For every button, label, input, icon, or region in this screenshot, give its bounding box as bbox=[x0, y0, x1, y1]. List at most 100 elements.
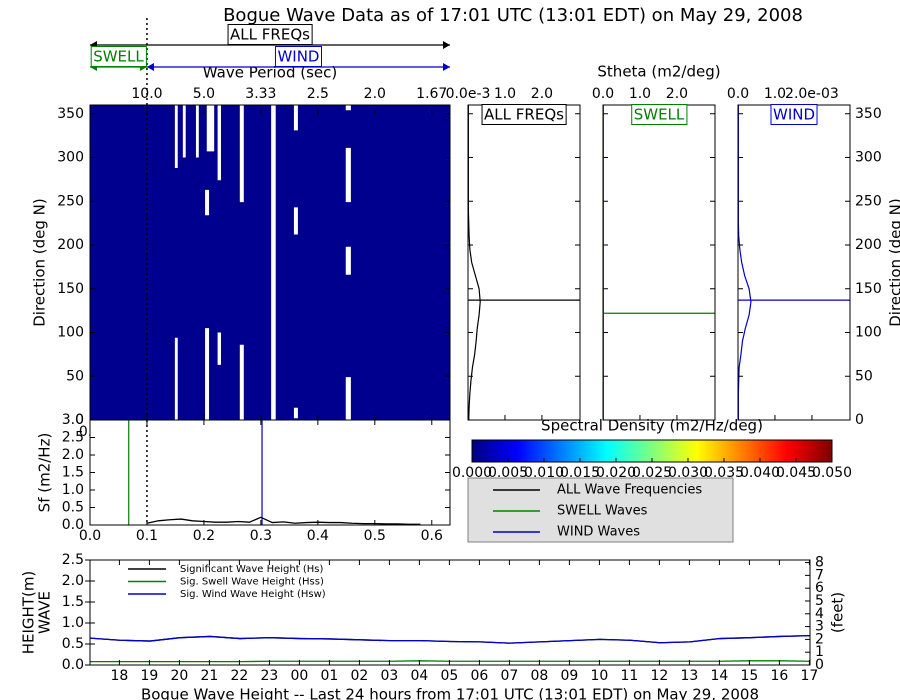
x-tick-label: 21 bbox=[200, 668, 218, 684]
panel-background bbox=[738, 105, 850, 420]
panel-background bbox=[468, 105, 580, 420]
missing-cell bbox=[293, 207, 298, 235]
missing-cell bbox=[271, 105, 276, 420]
missing-cell bbox=[195, 105, 199, 158]
y-tick-label: 2.5 bbox=[62, 552, 84, 568]
x-tick-label: 3.33 bbox=[245, 86, 276, 102]
heatmap-background bbox=[90, 105, 450, 420]
label-box bbox=[274, 46, 322, 67]
y-tick-label: 1.0 bbox=[62, 615, 84, 631]
y-tick-label: 100 bbox=[855, 325, 882, 341]
y-tick-label: 250 bbox=[57, 193, 84, 209]
x-axis-label: Bogue Wave Height -- Last 24 hours from … bbox=[141, 686, 759, 700]
x-tick-label: 09 bbox=[560, 668, 578, 684]
y-tick-label: 3.0 bbox=[62, 412, 84, 428]
colorbar-tick-label: 0.005 bbox=[488, 465, 528, 481]
label-box bbox=[631, 104, 688, 125]
y-tick-label: 200 bbox=[57, 237, 84, 253]
missing-cell bbox=[206, 105, 215, 152]
y2-tick-label: 4 bbox=[815, 606, 824, 622]
x-tick-label: 1.0 bbox=[764, 86, 786, 102]
band-label: SWELL bbox=[93, 48, 144, 66]
x-tick-label: 07 bbox=[500, 668, 518, 684]
x-tick-label: 03 bbox=[380, 668, 398, 684]
y-tick-label: 300 bbox=[855, 150, 882, 166]
label-box bbox=[227, 24, 313, 45]
label-box bbox=[481, 104, 567, 125]
missing-cell bbox=[174, 105, 178, 168]
y-tick-label: 1.0 bbox=[62, 482, 84, 498]
y-tick-label: 2.0 bbox=[62, 573, 84, 589]
y2-tick-label: 8 bbox=[815, 555, 824, 571]
y-tick-label: 150 bbox=[855, 281, 882, 297]
top-axis-label: Stheta (m2/deg) bbox=[597, 63, 720, 81]
missing-cell bbox=[293, 105, 298, 131]
y-tick-label: 150 bbox=[57, 281, 84, 297]
y-tick-label: 50 bbox=[855, 368, 873, 384]
x-tick-label: 01 bbox=[320, 668, 338, 684]
y-axis-label: HEIGHT(m) bbox=[20, 571, 38, 655]
missing-cell bbox=[239, 344, 244, 420]
y-axis-label: WAVE bbox=[36, 591, 54, 634]
x-tick-label: 2.0 bbox=[666, 86, 688, 102]
y-axis-label: Sf (m2/Hz) bbox=[36, 433, 54, 513]
x-tick-label: 2.0 bbox=[364, 86, 386, 102]
y2-tick-label: 5 bbox=[815, 593, 824, 609]
arrow-head bbox=[146, 63, 154, 71]
panel-title: ALL FREQs bbox=[484, 106, 564, 124]
y-tick-label: 0.0 bbox=[62, 657, 84, 673]
y-tick-label: 0.5 bbox=[62, 636, 84, 652]
x-tick-label: 14 bbox=[710, 668, 728, 684]
y-tick-label: 0.0 bbox=[62, 517, 84, 533]
x-tick-label: 00 bbox=[290, 668, 308, 684]
label-box bbox=[90, 46, 147, 67]
x-tick-label: 20 bbox=[170, 668, 188, 684]
colorbar-tick-label: 0.050 bbox=[812, 465, 852, 481]
x-tick-label: 2.0 bbox=[531, 86, 553, 102]
x-tick-label: 16 bbox=[770, 668, 788, 684]
x-tick-label: 0.6 bbox=[421, 528, 443, 544]
x-tick-label: 1.0 bbox=[494, 86, 516, 102]
x-tick-label: 22 bbox=[230, 668, 248, 684]
x-tick-label: 02 bbox=[350, 668, 368, 684]
x-tick-label: 1.67 bbox=[416, 86, 447, 102]
y2-tick-label: 3 bbox=[815, 619, 824, 635]
y2-tick-label: 7 bbox=[815, 567, 824, 583]
legend-label: SWELL Waves bbox=[557, 504, 648, 519]
y-tick-label: 0 bbox=[855, 412, 864, 428]
x-tick-label: 05 bbox=[440, 668, 458, 684]
colorbar-tick-label: 0.025 bbox=[632, 465, 672, 481]
x-tick-label: 13 bbox=[680, 668, 698, 684]
y2-tick-label: 1 bbox=[815, 644, 824, 660]
y-tick-label: 350 bbox=[855, 106, 882, 122]
legend-label: Sig. Swell Wave Height (Hss) bbox=[180, 577, 324, 588]
y-tick-label: 100 bbox=[57, 325, 84, 341]
band-label: WIND bbox=[277, 48, 319, 66]
x-tick-label: 0.3 bbox=[250, 528, 272, 544]
y-tick-label: 250 bbox=[855, 193, 882, 209]
colorbar-tick-label: 0.015 bbox=[560, 465, 600, 481]
x-tick-label: 0.1 bbox=[136, 528, 158, 544]
colorbar-tick-label: 0.040 bbox=[740, 465, 780, 481]
panel-background bbox=[90, 560, 810, 665]
missing-cell bbox=[345, 246, 351, 275]
y-tick-label: 350 bbox=[57, 106, 84, 122]
panel-background bbox=[603, 105, 715, 420]
x-tick-label: 18 bbox=[110, 668, 128, 684]
y-axis-label: Direction (deg N) bbox=[887, 198, 900, 327]
y2-tick-label: 6 bbox=[815, 580, 824, 596]
y-tick-label: 0 bbox=[75, 412, 84, 428]
x-tick-label: 2.5 bbox=[307, 86, 329, 102]
legend-label: WIND Waves bbox=[557, 525, 640, 540]
colorbar-tick-label: 0.030 bbox=[668, 465, 708, 481]
missing-cell bbox=[345, 377, 351, 420]
missing-cell bbox=[174, 337, 178, 420]
x-tick-label: 0.4 bbox=[307, 528, 329, 544]
y-tick-label: 1.5 bbox=[62, 465, 84, 481]
y2-tick-label: 0 bbox=[815, 657, 824, 673]
missing-cell bbox=[239, 105, 244, 203]
x-tick-label: 06 bbox=[470, 668, 488, 684]
y-axis-label: Direction (deg N) bbox=[31, 198, 49, 327]
legend-label: ALL Wave Frequencies bbox=[557, 483, 702, 498]
x-tick-label: 0.2 bbox=[193, 528, 215, 544]
